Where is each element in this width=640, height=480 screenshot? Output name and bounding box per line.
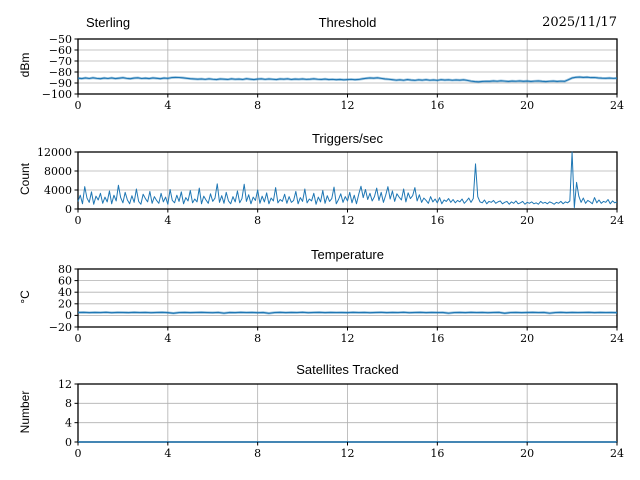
x-tick-label: 8 bbox=[254, 214, 261, 227]
chart-2: 0 4 8 12 16 20 24 0 4000 8000 12000 bbox=[37, 146, 624, 227]
chart4-ylabel: Number bbox=[18, 390, 32, 434]
x-tick-label: 12 bbox=[341, 447, 355, 460]
y-tick-label: 8000 bbox=[44, 165, 72, 178]
x-tick-label: 24 bbox=[610, 214, 624, 227]
x-tick-label: 0 bbox=[75, 99, 82, 112]
x-tick-label: 20 bbox=[520, 332, 534, 345]
x-tick-label: 20 bbox=[520, 99, 534, 112]
y-tick-label: −20 bbox=[49, 321, 72, 334]
chart-4: 0 4 8 12 16 20 24 0 4 8 12 bbox=[58, 378, 624, 460]
x-tick-label: 12 bbox=[341, 99, 355, 112]
x-tick-label: 4 bbox=[164, 332, 171, 345]
y-tick-label: 60 bbox=[58, 274, 72, 287]
x-tick-label: 24 bbox=[610, 332, 624, 345]
chart3-title: Temperature bbox=[311, 247, 384, 262]
temperature_c-line bbox=[77, 311, 618, 314]
y-tick-label: −90 bbox=[49, 77, 72, 90]
x-tick-label: 24 bbox=[610, 99, 624, 112]
x-tick-label: 4 bbox=[164, 99, 171, 112]
x-tick-label: 4 bbox=[164, 214, 171, 227]
y-tick-label: 80 bbox=[58, 263, 72, 276]
y-tick-label: −80 bbox=[49, 66, 72, 79]
chart-1: 0 4 8 12 16 20 24 −50−60−70−80−90−100 bbox=[42, 33, 624, 112]
y-tick-label: −50 bbox=[49, 33, 72, 46]
y-tick-label: 4 bbox=[65, 416, 72, 429]
chart1-title-right: 2025/11/17 bbox=[542, 15, 617, 30]
x-tick-label: 12 bbox=[341, 332, 355, 345]
chart2-title: Triggers/sec bbox=[311, 131, 384, 146]
x-tick-label: 20 bbox=[520, 447, 534, 460]
y-tick-label: 0 bbox=[65, 309, 72, 322]
x-tick-label: 8 bbox=[254, 332, 261, 345]
y-tick-label: 12 bbox=[58, 378, 72, 391]
chart1-ylabel: dBm bbox=[18, 52, 32, 78]
y-tick-label: 4000 bbox=[44, 184, 72, 197]
x-tick-label: 4 bbox=[164, 447, 171, 460]
x-tick-label: 16 bbox=[430, 99, 444, 112]
x-tick-label: 0 bbox=[75, 332, 82, 345]
x-tick-label: 0 bbox=[75, 214, 82, 227]
y-tick-label: 20 bbox=[58, 298, 72, 311]
triggers_per_sec-line bbox=[77, 151, 618, 209]
y-tick-label: 12000 bbox=[37, 146, 72, 159]
x-tick-label: 16 bbox=[430, 332, 444, 345]
y-tick-label: 8 bbox=[65, 397, 72, 410]
y-tick-label: 0 bbox=[65, 203, 72, 216]
x-tick-label: 24 bbox=[610, 447, 624, 460]
threshold_dbm-line bbox=[77, 76, 618, 83]
x-tick-label: 0 bbox=[75, 447, 82, 460]
y-tick-label: −60 bbox=[49, 44, 72, 57]
y-tick-label: −70 bbox=[49, 55, 72, 68]
y-tick-label: −100 bbox=[42, 88, 72, 101]
chart1-title: Threshold bbox=[318, 15, 377, 30]
chart2-ylabel: Count bbox=[18, 162, 32, 196]
y-tick-label: 40 bbox=[58, 286, 72, 299]
chart4-title: Satellites Tracked bbox=[296, 362, 399, 377]
x-tick-label: 8 bbox=[254, 99, 261, 112]
x-tick-label: 16 bbox=[430, 214, 444, 227]
y-tick-label: 0 bbox=[65, 436, 72, 449]
x-tick-label: 8 bbox=[254, 447, 261, 460]
chart3-ylabel: °C bbox=[18, 290, 32, 304]
x-tick-label: 12 bbox=[341, 214, 355, 227]
x-tick-label: 20 bbox=[520, 214, 534, 227]
x-tick-label: 16 bbox=[430, 447, 444, 460]
chart1-title-left: Sterling bbox=[86, 15, 131, 30]
